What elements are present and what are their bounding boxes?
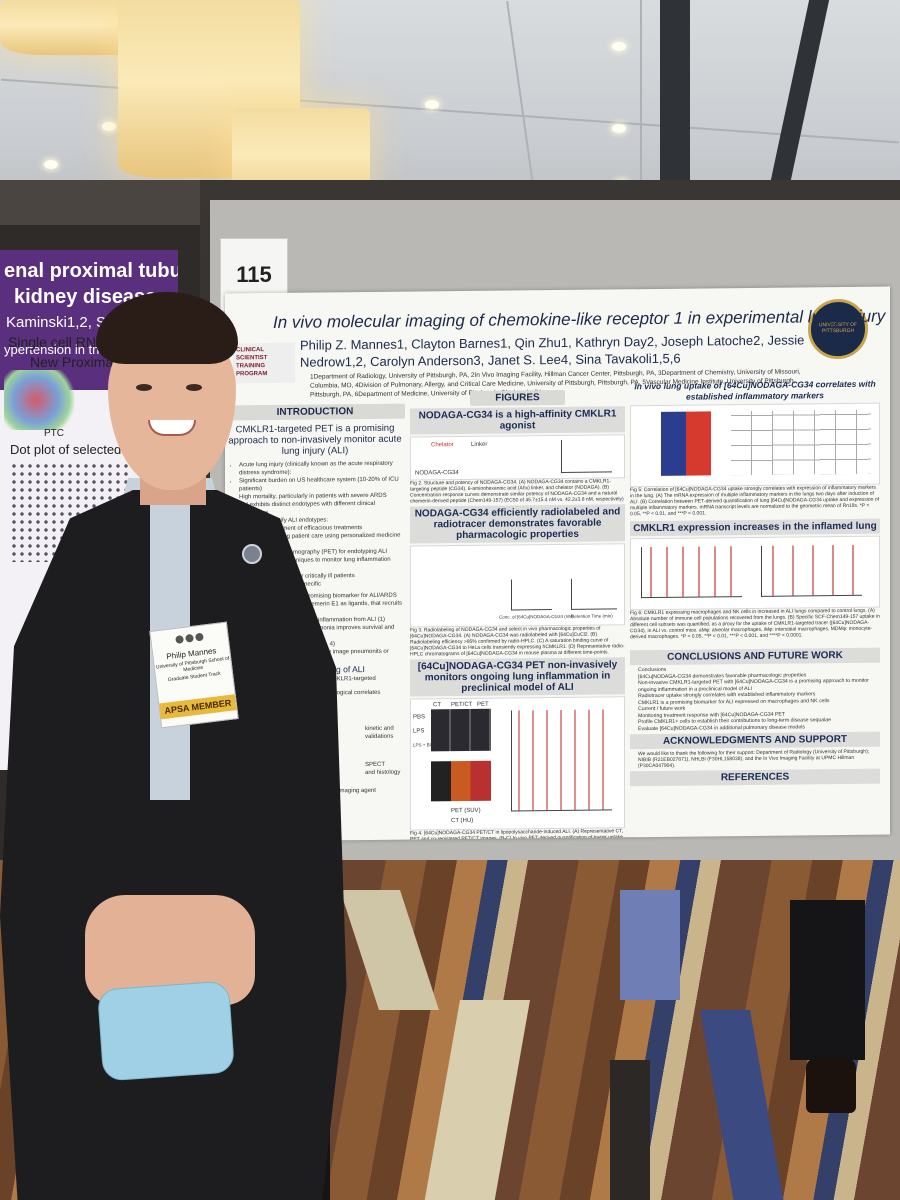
heatmap — [661, 411, 711, 476]
intro-bullet: Acute lung injury (clinically known as t… — [239, 460, 405, 478]
fig3-label: PET (SUV) — [451, 807, 481, 815]
methods-snippet: validations — [365, 733, 394, 741]
intro-snippet: chemerin E1 as ligands, that recruits an… — [305, 600, 403, 616]
umap-plot — [4, 370, 84, 430]
person-eye — [136, 384, 152, 391]
fig5-bar-chart-b — [761, 544, 862, 597]
left-poster-title-1: enal proximal tubular cell — [4, 260, 178, 282]
downlight — [425, 100, 439, 109]
name-badge: Philip Mannes University of Pittsburgh S… — [149, 621, 239, 729]
left-poster-title-2: kidney disease — [14, 286, 157, 308]
fig2-axis-label: Retention Time (min) — [571, 613, 613, 619]
fig3-label: CT — [433, 702, 441, 709]
fig5-heading: CMKLR1 expression increases in the infla… — [630, 518, 880, 537]
carpet-stripe — [620, 890, 680, 1000]
fig1-structure: Chelator Linker NODAGA-CG34 — [410, 434, 625, 481]
fig2-hplc-plot — [571, 578, 617, 610]
fig1-label: Chelator — [431, 442, 454, 449]
poster-column-middle: FIGURES NODAGA-CG34 is a high-affinity C… — [410, 389, 625, 841]
methods-snippet: and histology — [365, 769, 401, 777]
fig2-caption: Fig 3. Radiolabeling of NODAGA-CG34 and … — [410, 625, 625, 658]
fig1-caption: Fig 2. Structure and potency of NODAGA-C… — [410, 478, 624, 505]
fig5-caption: Fig 6: CMKLR1 expressing macrophages and… — [630, 607, 880, 641]
fig3-label: PET — [477, 701, 489, 708]
fig3-panels: CT PET/CT PET PBS LPS LPS + Block PET (S… — [410, 696, 625, 831]
bystander-leg — [790, 900, 865, 1060]
ceiling-panel-line — [506, 0, 536, 200]
references-heading: REFERENCES — [630, 768, 880, 787]
program-logo-text: CLINICAL SCIENTIST TRAINING PROGRAM — [236, 347, 268, 378]
fig1-label: Linker — [471, 441, 488, 448]
fig1-curve-plot — [561, 439, 612, 473]
poster-title: In vivo molecular imaging of chemokine-l… — [273, 306, 886, 332]
pet-ct-images — [431, 760, 491, 802]
face-mask — [96, 980, 236, 1082]
introduction-lead: CMKLR1-targeted PET is a promising appro… — [228, 422, 402, 457]
umap-label: PTC — [44, 428, 64, 439]
left-poster-banner: enal proximal tubular cell kidney diseas… — [0, 250, 178, 390]
downlight — [612, 42, 626, 51]
acknowledgments-text: We would like to thank the following for… — [638, 748, 870, 770]
downlight — [44, 160, 58, 169]
fig5-panels — [630, 535, 880, 611]
fig3-label: LPS — [413, 728, 425, 735]
poster-column-right: In vivo lung uptake of [64Cu]NODAGA-CG34… — [630, 379, 880, 832]
poster-authors: Philip Z. Mannes1, Clayton Barnes1, Qin … — [300, 332, 805, 370]
fig2-panels: Conc. of [64Cu]NODAGA-CG34 (nM) Retentio… — [410, 543, 625, 628]
fig3-label: PET/CT — [451, 701, 473, 709]
carpet-stripe — [610, 1060, 650, 1200]
fig4-panels — [630, 402, 880, 488]
fig3-bar-charts — [511, 709, 612, 812]
fig2-axis-label: Conc. of [64Cu]NODAGA-CG34 (nM) — [499, 613, 574, 620]
fig3-heading: [64Cu]NODAGA-CG34 PET non-invasively mon… — [410, 657, 625, 697]
ceiling-beam — [660, 0, 690, 190]
fig3-label: PBS — [413, 714, 426, 721]
pet-ct-images — [431, 708, 491, 752]
fig3-label: LPS + Block — [413, 742, 438, 748]
fig5-bar-chart-a — [641, 546, 742, 599]
badge-ribbon: APSA MEMBER — [159, 694, 237, 720]
person-hair — [96, 292, 238, 364]
ceiling-panel-line — [640, 0, 642, 200]
fig4-caption: Fig 5: Correlation of [64Cu]NODAGA-CG34 … — [630, 484, 880, 518]
fig2-binding-plot — [511, 579, 552, 611]
lapel-pin-icon — [242, 544, 262, 564]
carpet-stripe — [700, 1010, 784, 1200]
fig3-label: CT (HU) — [451, 817, 474, 825]
fig2-heading: NODAGA-CG34 efficiently radiolabeled and… — [410, 504, 625, 544]
correlation-grid — [731, 409, 871, 476]
program-logo: CLINICAL SCIENTIST TRAINING PROGRAM — [233, 342, 295, 384]
bystander-shoe — [806, 1058, 856, 1113]
intro-bullet: Significant burden on US healthcare syst… — [239, 476, 405, 494]
figures-heading: FIGURES — [470, 389, 565, 406]
fig1-label: NODAGA-CG34 — [415, 470, 459, 477]
conclusions-body: Conclusions [64Cu]NODAGA-CG34 demonstrat… — [630, 663, 880, 735]
downlight — [102, 122, 116, 131]
ceiling-beam — [770, 0, 830, 180]
carpet-stripe — [424, 1000, 530, 1200]
fig1-heading: NODAGA-CG34 is a high-affinity CMKLR1 ag… — [410, 406, 625, 435]
person-eye — [186, 384, 202, 391]
carpet-stripe — [340, 890, 439, 1010]
downlight — [612, 124, 626, 133]
introduction-heading: INTRODUCTION — [225, 403, 405, 421]
fig4-heading: In vivo lung uptake of [64Cu]NODAGA-CG34… — [634, 378, 876, 402]
